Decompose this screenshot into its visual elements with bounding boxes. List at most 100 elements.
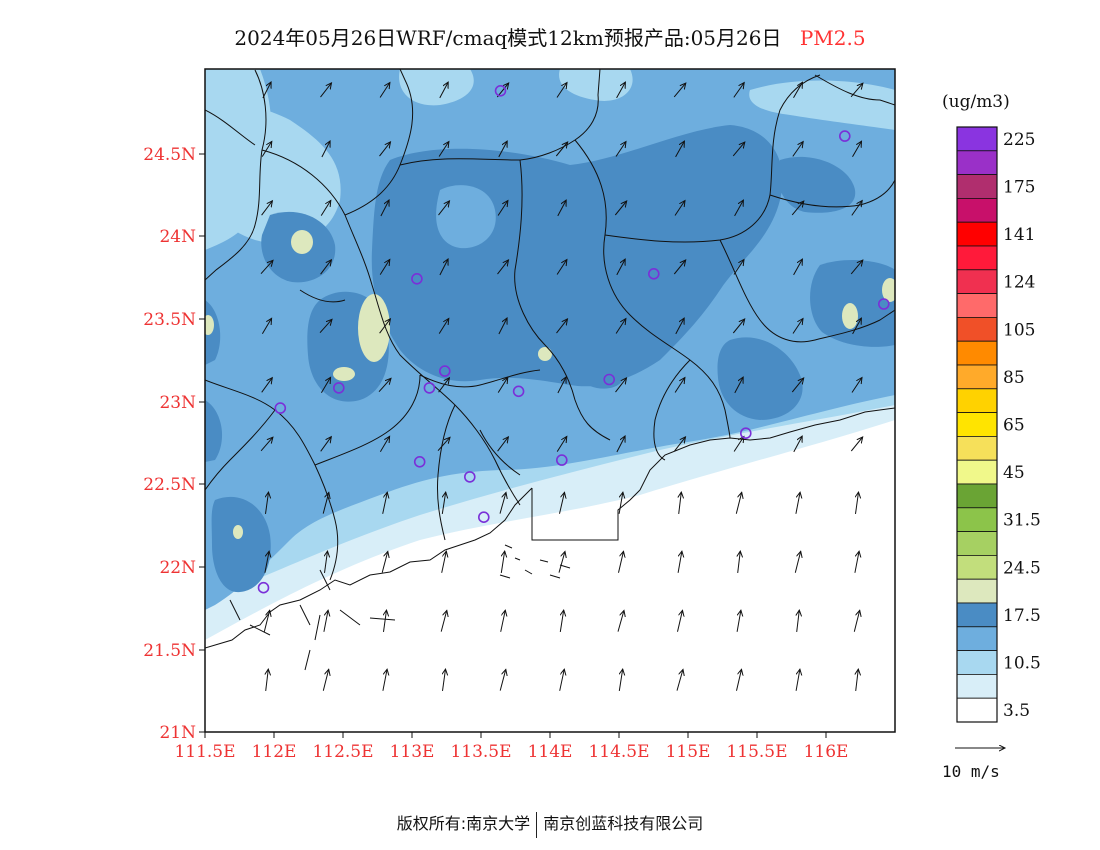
- wind-arrow: [439, 82, 448, 99]
- station-marker: [494, 85, 507, 97]
- legend-label: 175: [1003, 178, 1035, 198]
- legend-label: 225: [1003, 130, 1035, 150]
- colorbar-legend: 225 175 141 124 105 85 65 45 31.5 24.5 17.5 10.5 3.5: [956, 126, 1041, 723]
- wind-arrow: [497, 437, 509, 452]
- legend-label: 24.5: [1003, 558, 1041, 578]
- wind-arrow: [380, 200, 389, 217]
- legend-swatch: [956, 626, 998, 651]
- wind-arrow: [614, 201, 626, 216]
- station-marker: [477, 511, 490, 524]
- lat-label: 23.5N: [143, 310, 196, 330]
- legend-swatch: [956, 197, 998, 223]
- wind-arrow: [320, 83, 332, 98]
- wind-arrow: [556, 83, 567, 98]
- wind-arrow: [852, 141, 862, 158]
- wind-arrow: [738, 551, 741, 573]
- station-marker: [423, 382, 436, 394]
- wind-arrow: [260, 260, 273, 275]
- wind-arrow: [496, 83, 508, 98]
- wind-arrow: [615, 319, 626, 334]
- legend-swatch: [956, 340, 998, 366]
- wind-arrow: [556, 260, 567, 275]
- station-marker: [555, 454, 568, 466]
- wind-arrow: [673, 260, 685, 275]
- legend-swatch: [956, 459, 998, 485]
- wind-arrow: [616, 259, 625, 276]
- lat-label: 21.5N: [143, 641, 196, 661]
- title-variable: PM2.5: [799, 26, 866, 50]
- wind-arrow: [498, 318, 507, 335]
- lon-label: 111.5E: [174, 742, 235, 762]
- wind-arrow: [266, 492, 269, 514]
- wind-arrow: [323, 610, 328, 632]
- wind-arrow: [382, 669, 387, 691]
- wind-arrow: [791, 201, 804, 216]
- legend-swatch: [956, 293, 998, 318]
- wind-arrow: [499, 492, 506, 514]
- wind-arrow: [615, 142, 626, 157]
- wind-arrow: [856, 492, 859, 514]
- wind-arrow: [616, 82, 626, 99]
- wind-arrow: [795, 669, 800, 691]
- legend-swatch: [956, 507, 998, 532]
- legend-label: 31.5: [1003, 511, 1041, 531]
- wind-arrow: [794, 551, 800, 573]
- wind-arrow: [850, 83, 863, 98]
- wind-arrow: [440, 610, 447, 632]
- wind-arrow: [797, 610, 800, 632]
- station-marker: [411, 272, 423, 285]
- wind-arrow: [674, 378, 685, 393]
- wind-arrow: [443, 669, 446, 691]
- wind-arrow: [559, 669, 565, 691]
- wind-arrow: [500, 551, 504, 573]
- wind-arrow: [497, 201, 508, 216]
- lat-label: 21N: [159, 723, 196, 743]
- wind-arrow: [679, 492, 682, 514]
- wind-vectors: [260, 82, 863, 691]
- legend-label: 17.5: [1003, 606, 1041, 626]
- station-marker: [877, 298, 890, 310]
- copyright-right: 南京创蓝科技有限公司: [543, 814, 704, 833]
- title-main: 2024年05月26日WRF/cmaq模式12km预报产品:05月26日: [234, 26, 782, 50]
- legend-swatch: [956, 388, 998, 413]
- wind-arrow: [850, 260, 863, 275]
- wind-arrow: [558, 551, 565, 573]
- legend-swatch: [956, 221, 998, 247]
- wind-arrow: [734, 200, 744, 217]
- lat-labels: 24.5N 24N 23.5N 23N 22.5N 22N 21.5N 21N: [143, 145, 196, 743]
- station-marker: [739, 427, 752, 440]
- wind-arrow: [556, 319, 568, 334]
- legend-swatch: [956, 697, 998, 723]
- wind-arrow: [793, 82, 803, 99]
- copyright-footer: 版权所有:南京大学 南京创蓝科技有限公司: [0, 810, 1100, 838]
- axis-ticks: [199, 153, 827, 738]
- legend-swatch: [956, 126, 998, 152]
- wind-arrow: [559, 610, 563, 632]
- wind-arrow: [615, 378, 627, 393]
- lat-label: 24N: [159, 227, 196, 247]
- legend-swatch: [956, 316, 998, 342]
- wind-arrow: [381, 551, 388, 573]
- wind-arrow: [441, 551, 447, 573]
- station-marker: [647, 267, 660, 280]
- wind-arrow: [384, 610, 387, 632]
- wind-arrow: [673, 83, 686, 98]
- legend-swatch: [956, 174, 998, 199]
- wind-arrow: [322, 669, 328, 691]
- wind-arrow: [677, 610, 683, 632]
- wind-arrow: [437, 437, 450, 452]
- wind-arrow: [261, 318, 271, 334]
- wind-arrow: [675, 318, 684, 335]
- wind-arrow: [559, 492, 565, 514]
- lon-label: 113.5E: [450, 742, 511, 762]
- legend-swatch: [956, 435, 998, 461]
- pm25-field: [205, 69, 895, 732]
- legend-swatch: [956, 555, 998, 580]
- wind-arrow: [850, 437, 862, 452]
- wind-arrow: [616, 436, 625, 453]
- wind-arrow: [438, 142, 449, 157]
- wind-arrow: [379, 259, 390, 275]
- wind-arrow: [320, 200, 331, 216]
- station-marker: [438, 365, 451, 377]
